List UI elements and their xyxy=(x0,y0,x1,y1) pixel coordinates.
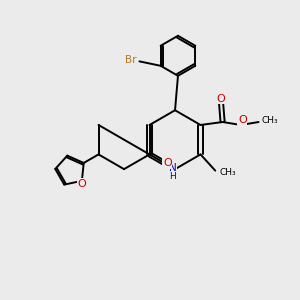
Text: O: O xyxy=(238,115,247,125)
Text: O: O xyxy=(77,179,86,189)
Text: H: H xyxy=(169,172,176,181)
Text: Br: Br xyxy=(125,55,136,65)
Text: O: O xyxy=(163,158,172,168)
Text: O: O xyxy=(217,94,226,104)
Text: CH₃: CH₃ xyxy=(261,116,278,125)
Text: N: N xyxy=(169,163,176,173)
Text: CH₃: CH₃ xyxy=(219,168,236,177)
